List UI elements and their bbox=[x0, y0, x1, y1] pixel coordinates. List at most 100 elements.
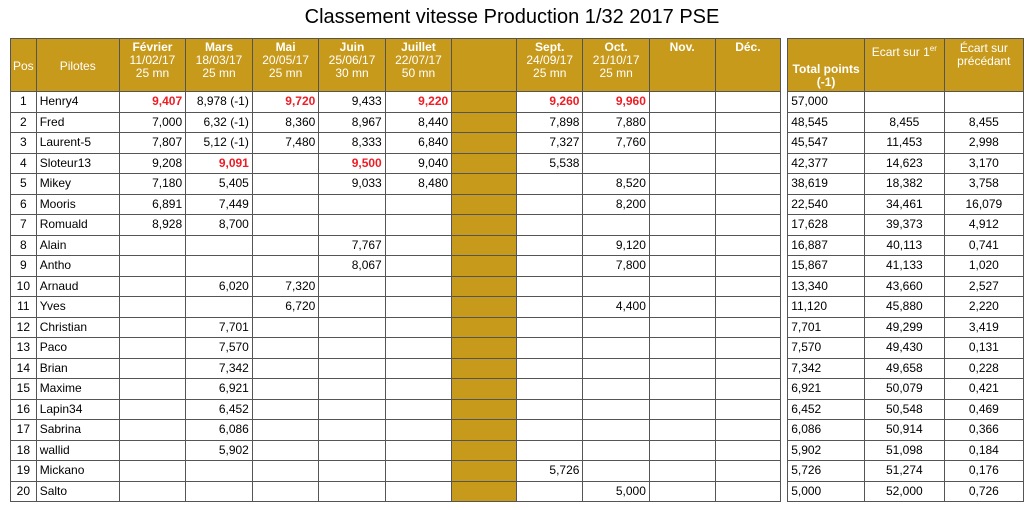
row-total-points: 42,377 bbox=[787, 152, 866, 174]
row-ecart-precedant: 8,455 bbox=[943, 111, 1024, 133]
row-spacer bbox=[780, 317, 788, 338]
row-pilot-name: Salto bbox=[35, 480, 120, 502]
table-row: 18 wallid 5,902 5,902 51,098 0,184 bbox=[10, 439, 1024, 461]
row-round-score bbox=[251, 234, 320, 256]
row-ecart-premier: 43,660 bbox=[864, 275, 945, 297]
row-round-score bbox=[648, 111, 716, 133]
row-gap-cell bbox=[451, 439, 517, 461]
row-round-score: 6,840 bbox=[384, 132, 453, 154]
row-ecart-precedant: 16,079 bbox=[943, 193, 1024, 215]
row-gap-cell bbox=[451, 193, 517, 215]
header-round-7: Oct. 21/10/17 25 mn bbox=[582, 38, 650, 92]
row-round-score bbox=[714, 255, 782, 277]
row-round-score: 7,767 bbox=[318, 234, 386, 256]
row-round-score bbox=[515, 275, 584, 297]
row-ecart-precedant: 1,020 bbox=[943, 255, 1024, 277]
row-round-score bbox=[648, 357, 716, 379]
row-gap-cell bbox=[451, 296, 517, 318]
header-round-month: Février bbox=[132, 40, 173, 54]
row-round-score: 8,480 bbox=[384, 173, 453, 195]
row-round-score bbox=[582, 275, 650, 297]
row-round-score: 7,449 bbox=[185, 193, 253, 215]
row-spacer bbox=[780, 255, 788, 276]
row-ecart-premier: 18,382 bbox=[864, 173, 945, 195]
table-row: 5 Mikey 7,180 5,405 9,033 8,480 8,520 38,619 18,… bbox=[10, 173, 1024, 195]
row-ecart-premier: 41,133 bbox=[864, 255, 945, 277]
row-round-score bbox=[251, 378, 320, 400]
row-total-points: 6,452 bbox=[787, 398, 866, 420]
row-round-score bbox=[714, 152, 782, 174]
row-round-score bbox=[648, 214, 716, 236]
row-spacer bbox=[780, 358, 788, 379]
header-round-dur: 25 mn bbox=[268, 66, 303, 80]
header-ecart-premier-label: Ecart sur 1 bbox=[871, 45, 930, 59]
row-round-score: 4,400 bbox=[582, 296, 650, 318]
row-round-score: 7,320 bbox=[251, 275, 320, 297]
row-round-score: 9,033 bbox=[318, 173, 386, 195]
header-round-dur: 50 mn bbox=[401, 66, 436, 80]
row-round-score bbox=[648, 296, 716, 318]
row-round-score bbox=[384, 275, 453, 297]
header-ecart-precedant: Écart sur précédant bbox=[943, 38, 1024, 92]
table-row: 3 Laurent-5 7,807 5,12 (-1) 7,480 8,333 6,840 7… bbox=[10, 132, 1024, 154]
row-gap-cell bbox=[451, 152, 517, 174]
header-round-date: 25/06/17 bbox=[328, 53, 376, 67]
row-round-score bbox=[384, 357, 453, 379]
row-spacer bbox=[780, 276, 788, 297]
row-round-score bbox=[118, 460, 187, 482]
row-round-score: 9,040 bbox=[384, 152, 453, 174]
header-round-dur: 25 mn bbox=[202, 66, 236, 80]
row-round-score: 8,440 bbox=[384, 111, 453, 133]
row-total-points: 7,701 bbox=[787, 316, 866, 338]
row-round-score bbox=[118, 378, 187, 400]
row-round-score: 8,928 bbox=[118, 214, 187, 236]
row-ecart-premier: 40,113 bbox=[864, 234, 945, 256]
row-ecart-precedant: 0,131 bbox=[943, 337, 1024, 359]
row-ecart-premier: 52,000 bbox=[864, 480, 945, 502]
row-pos: 9 bbox=[10, 255, 37, 277]
row-pos: 2 bbox=[10, 111, 37, 133]
row-pilot-name: Alain bbox=[35, 234, 120, 256]
header-pos: Pos bbox=[10, 38, 37, 92]
row-round-score bbox=[318, 419, 386, 441]
row-round-score bbox=[582, 357, 650, 379]
row-round-score bbox=[318, 193, 386, 215]
header-round-1: Mars 18/03/17 25 mn bbox=[185, 38, 253, 92]
header-round-month: Mars bbox=[205, 40, 234, 54]
row-round-score bbox=[714, 193, 782, 215]
row-spacer bbox=[780, 173, 788, 194]
row-total-points: 5,902 bbox=[787, 439, 866, 461]
row-pilot-name: Laurent-5 bbox=[35, 132, 120, 154]
row-pilot-name: Fred bbox=[35, 111, 120, 133]
row-round-score: 9,960 bbox=[582, 91, 650, 113]
row-ecart-precedant: 0,184 bbox=[943, 439, 1024, 461]
row-ecart-premier: 14,623 bbox=[864, 152, 945, 174]
header-round-month: Oct. bbox=[604, 40, 628, 54]
row-pilot-name: Brian bbox=[35, 357, 120, 379]
row-round-score: 8,200 bbox=[582, 193, 650, 215]
row-round-score: 6,086 bbox=[185, 419, 253, 441]
header-round-date: 21/10/17 bbox=[592, 53, 640, 67]
header-round-date: 18/03/17 bbox=[195, 53, 243, 67]
row-pos: 11 bbox=[10, 296, 37, 318]
row-round-score bbox=[318, 378, 386, 400]
header-round-4: Juillet 22/07/17 50 mn bbox=[384, 38, 453, 92]
table-row: 19 Mickano 5,726 5,726 51,274 0,176 bbox=[10, 460, 1024, 482]
row-round-score bbox=[582, 214, 650, 236]
row-round-score bbox=[648, 132, 716, 154]
row-round-score bbox=[515, 378, 584, 400]
row-pilot-name: Mickano bbox=[35, 460, 120, 482]
row-pos: 17 bbox=[10, 419, 37, 441]
row-gap-cell bbox=[451, 419, 517, 441]
table-row: 10 Arnaud 6,020 7,320 13,340 43,660 2,527 bbox=[10, 275, 1024, 297]
page-title: Classement vitesse Production 1/32 2017 … bbox=[304, 6, 720, 28]
row-round-score bbox=[648, 234, 716, 256]
row-round-score bbox=[185, 255, 253, 277]
row-round-score: 9,720 bbox=[251, 91, 320, 113]
row-pos: 16 bbox=[10, 398, 37, 420]
row-round-score bbox=[384, 398, 453, 420]
row-ecart-premier: 50,914 bbox=[864, 419, 945, 441]
row-round-score: 7,701 bbox=[185, 316, 253, 338]
row-pos: 1 bbox=[10, 91, 37, 113]
row-round-score bbox=[251, 357, 320, 379]
